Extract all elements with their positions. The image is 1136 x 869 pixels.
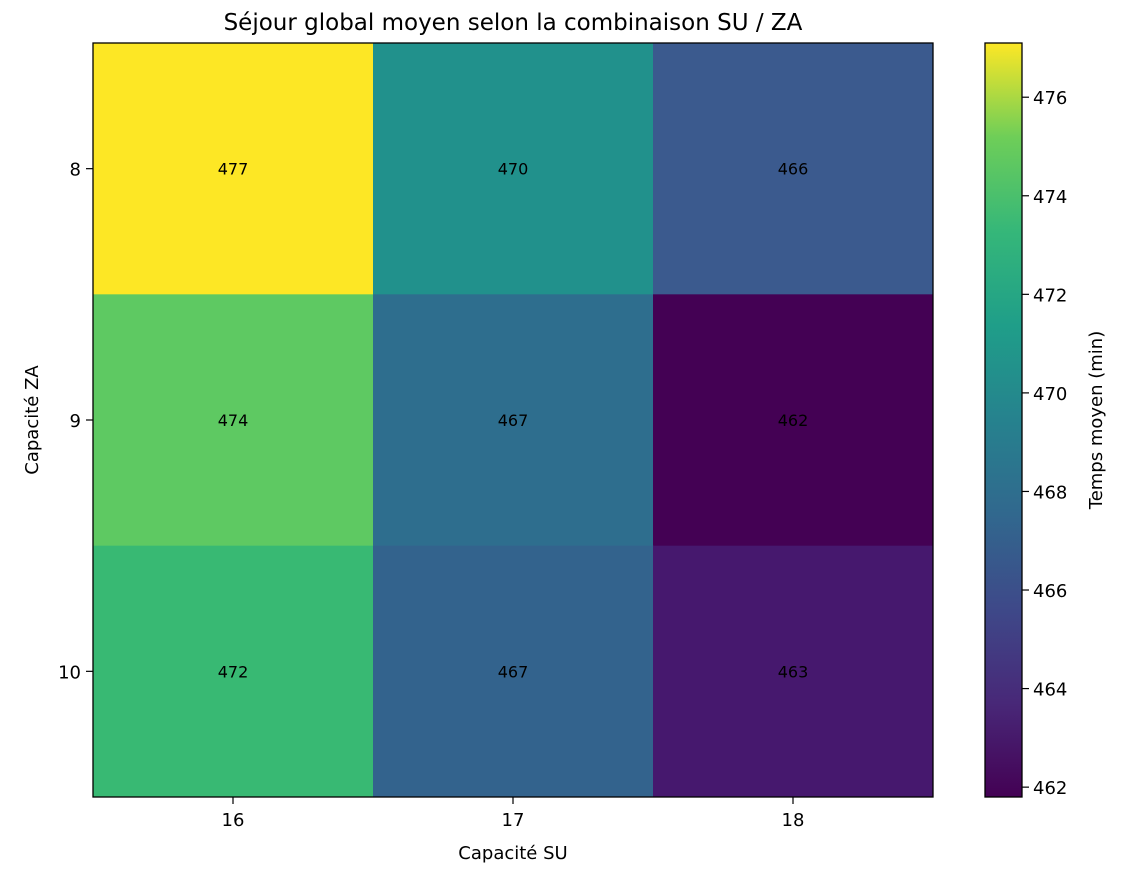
heatmap-cell-r1-c2 [653,294,934,547]
heatmap-cell-label: 467 [498,411,529,430]
y-tick-label: 8 [70,160,81,181]
heatmap-cell-r0-c1 [373,43,654,295]
heatmap-cell-r2-c0 [93,545,374,798]
heatmap-cell-label: 463 [778,662,809,681]
x-tick-label: 16 [222,810,245,831]
heatmap-cell-r1-c1 [373,294,654,547]
heatmap-cell-label: 474 [218,411,249,430]
heatmap-cell-r2-c2 [653,545,934,798]
heatmap-cell-label: 472 [218,662,249,681]
colorbar-tick-label: 462 [1033,778,1067,799]
colorbar-ticks: 462 464 466 468 470 472 474 476 [1022,88,1067,799]
heatmap-cell-labels: 477 470 466 474 467 462 472 467 463 [218,160,809,682]
y-axis-ticks: 8 9 10 [58,160,93,683]
y-axis-label: Capacité ZA [22,365,43,475]
colorbar-label: Temps moyen (min) [1086,331,1107,510]
heatmap-cells [93,43,934,798]
colorbar-tick-label: 474 [1033,187,1067,208]
y-tick-label: 10 [58,662,81,683]
heatmap-cell-r0-c2 [653,43,934,295]
heatmap-cell-r1-c0 [93,294,374,547]
heatmap-cell-r2-c1 [373,545,654,798]
colorbar-tick-label: 466 [1033,581,1067,602]
heatmap-cell-label: 467 [498,662,529,681]
colorbar-tick-label: 468 [1033,482,1067,503]
x-axis-label: Capacité SU [458,843,567,864]
heatmap-cell-label: 477 [218,160,249,179]
heatmap-cell-r0-c0 [93,43,374,295]
heatmap-cell-label: 466 [778,160,809,179]
heatmap-cell-label: 470 [498,160,529,179]
x-tick-label: 18 [782,810,805,831]
chart-title: Séjour global moyen selon la combinaison… [224,10,803,36]
colorbar [984,42,1023,798]
y-tick-label: 9 [70,411,81,432]
colorbar-tick-label: 476 [1033,88,1067,109]
x-axis-ticks: 16 17 18 [222,797,805,831]
colorbar-tick-label: 472 [1033,285,1067,306]
colorbar-tick-label: 470 [1033,384,1067,405]
colorbar-tick-label: 464 [1033,680,1067,701]
heatmap-cell-label: 462 [778,411,809,430]
x-tick-label: 17 [502,810,525,831]
